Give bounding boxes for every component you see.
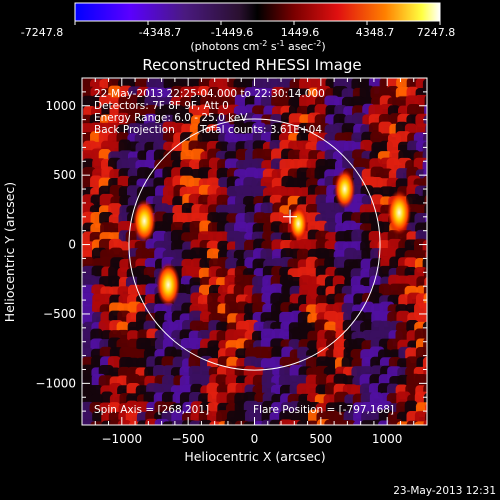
- bright-source: [132, 199, 156, 243]
- info-line: Detectors: 7F 8F 9F, Att 0: [94, 100, 229, 112]
- y-tick-label: 0: [68, 238, 76, 252]
- bright-sources: [132, 169, 412, 308]
- footer-timestamp: 23-May-2013 12:31: [393, 485, 496, 497]
- solar-disk-outline: [128, 118, 381, 371]
- info-line: Energy Range: 6.0 - 25.0 keV: [94, 112, 248, 124]
- x-tick-label: −500: [172, 432, 205, 446]
- bright-source: [387, 190, 412, 236]
- x-tick-label: 500: [309, 432, 332, 446]
- bright-source: [334, 169, 356, 209]
- colorbar-tick-label: -7247.8: [21, 26, 63, 39]
- colorbar-tick-label: 7247.8: [417, 26, 456, 39]
- y-tick-label: −1000: [35, 376, 76, 390]
- colorbar-unit: (photons cm-2 s-1 asec-2): [190, 39, 325, 53]
- y-tick-label: 500: [53, 168, 76, 182]
- flare-position-label: Flare Position = [-797,168]: [253, 404, 394, 416]
- colorbar-tick-label: -4348.7: [139, 26, 181, 39]
- colorbar-tick-label: 1449.6: [281, 26, 320, 39]
- axis-ticks: −1000 −500 0 500 1000 −1000 −500 0 500 1000: [35, 78, 427, 446]
- y-axis-label: Heliocentric Y (arcsec): [2, 182, 17, 322]
- colorbar: [74, 2, 441, 22]
- info-annotations: 22-May-2013 22:25:04.000 to 22:30:14.000…: [94, 88, 325, 136]
- colorbar-tick-label: 4348.7: [356, 26, 395, 39]
- x-axis-label: Heliocentric X (arcsec): [184, 449, 325, 464]
- heatmap-field: [82, 78, 427, 425]
- info-line: Back Projection: [94, 124, 175, 136]
- bright-source: [156, 262, 181, 308]
- chart-title: Reconstructed RHESSI Image: [142, 56, 361, 74]
- bright-source: [289, 206, 308, 241]
- x-tick-label: −1000: [102, 432, 143, 446]
- crosshair-marker: [283, 209, 298, 224]
- x-tick-label: 0: [251, 432, 259, 446]
- info-line: 22-May-2013 22:25:04.000 to 22:30:14.000: [94, 88, 325, 100]
- y-tick-label: 1000: [45, 99, 76, 113]
- colorbar-ticks: -7247.8 -4348.7 -1449.6 1449.6 4348.7 7247.8: [21, 21, 455, 39]
- x-tick-label: 1000: [372, 432, 403, 446]
- y-tick-label: −500: [43, 307, 76, 321]
- info-line: Total counts: 3.61E+04: [199, 124, 322, 136]
- colorbar-tick-label: -1449.6: [211, 26, 253, 39]
- spin-axis-label: Spin Axis = [268,201]: [94, 404, 209, 416]
